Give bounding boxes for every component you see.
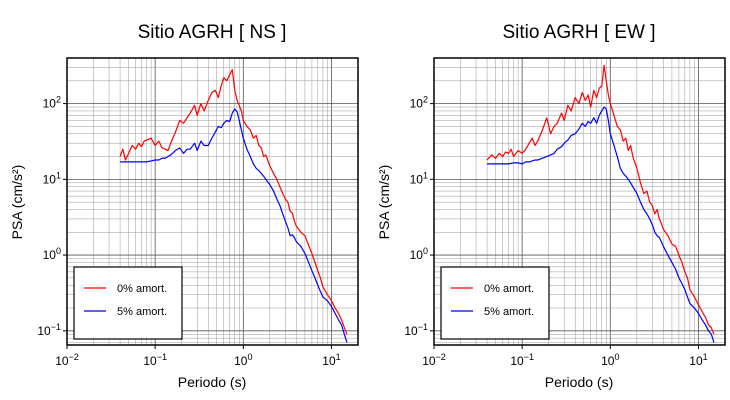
x-tick-labels: 10−2 10−1 100 101 — [422, 345, 708, 368]
y-tick-labels: 10−1 100 101 102 — [37, 95, 67, 338]
y-tick-labels: 10−1 100 101 102 — [404, 95, 434, 338]
y-tick-label: 101 — [410, 170, 428, 186]
y-axis-label: PSA (cm/s²) — [376, 165, 392, 240]
plot-frame — [66, 57, 359, 346]
x-axis-label: Periodo (s) — [178, 374, 246, 390]
legend-box — [73, 266, 183, 340]
x-tick-label: 10−1 — [143, 352, 167, 368]
y-tick-label: 102 — [43, 95, 61, 111]
x-tick-label: 101 — [322, 352, 340, 368]
x-tick-label: 10−2 — [55, 352, 79, 368]
y-tick-label: 10−1 — [37, 322, 61, 338]
y-axis-label: PSA (cm/s²) — [9, 165, 25, 240]
legend-label-5pct: 5% amort. — [117, 306, 167, 318]
x-tick-label: 101 — [689, 352, 707, 368]
y-tick-label: 10−1 — [404, 322, 428, 338]
x-tick-label: 10−1 — [510, 352, 534, 368]
series-group — [486, 64, 715, 343]
x-tick-label: 10−2 — [422, 352, 446, 368]
series-line-0pct — [486, 64, 715, 335]
x-tick-label: 100 — [234, 352, 252, 368]
series-line-0pct — [119, 69, 348, 335]
x-tick-labels: 10−2 10−1 100 101 — [55, 345, 341, 368]
legend-label-5pct: 5% amort. — [484, 306, 534, 318]
series-line-5pct — [487, 106, 715, 343]
chart-panel-ns: 10−2 10−1 100 101 10−1 100 101 102 Sitio AGRH … — [9, 22, 359, 390]
y-tick-label: 100 — [43, 246, 61, 262]
legend: 0% amort. 5% amort. — [440, 266, 550, 340]
series-group — [119, 69, 348, 343]
legend: 0% amort. 5% amort. — [73, 266, 183, 340]
chart-panel-ew: 10−2 10−1 100 101 10−1 100 101 102 Sitio AGRH … — [376, 22, 726, 390]
y-tick-label: 100 — [410, 246, 428, 262]
legend-label-0pct: 0% amort. — [117, 283, 167, 295]
y-tick-label: 101 — [43, 170, 61, 186]
chart-title: Sitio AGRH [ NS ] — [138, 22, 287, 43]
x-tick-label: 100 — [601, 352, 619, 368]
plot-frame — [433, 57, 726, 346]
y-tick-label: 102 — [410, 95, 428, 111]
x-axis-label: Periodo (s) — [545, 374, 613, 390]
legend-label-0pct: 0% amort. — [484, 283, 534, 295]
legend-box — [440, 266, 550, 340]
series-line-5pct — [120, 108, 348, 343]
chart-title: Sitio AGRH [ EW ] — [502, 22, 655, 43]
